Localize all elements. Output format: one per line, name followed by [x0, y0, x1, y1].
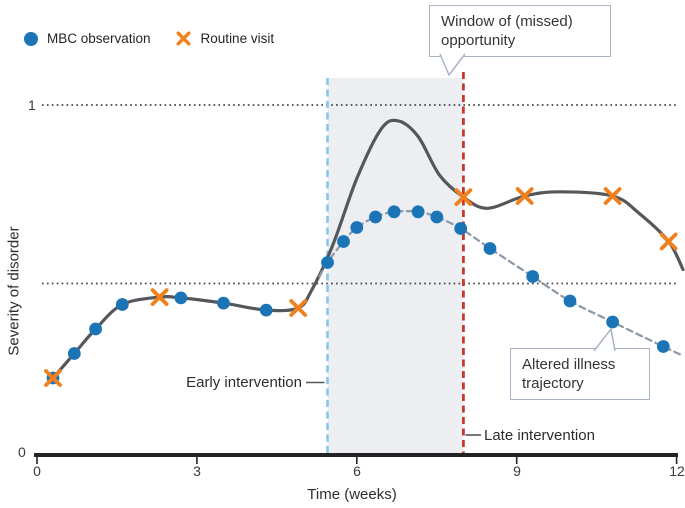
mbc-observation-point [454, 222, 468, 235]
routine-visit-point [454, 188, 473, 206]
x-tick-12: 12 [669, 463, 685, 479]
x-tick-0: 0 [33, 463, 41, 479]
series-solid-line [51, 118, 685, 380]
mbc-observation-point [430, 210, 444, 224]
x-tick-9: 9 [513, 463, 521, 479]
mbc-observation-point [563, 294, 577, 308]
mbc-observation-point [526, 270, 540, 283]
mbc-observation-point [387, 205, 401, 219]
window-of-missed-opportunity-callout: Window of (missed) opportunity [429, 5, 611, 76]
late-intervention-label: Late intervention [484, 427, 595, 444]
chart-legend: MBC observation Routine visit [24, 30, 274, 47]
window-region-shade [327, 78, 464, 455]
mbc-observation-point [217, 296, 230, 310]
early-intervention-label: Early intervention [186, 374, 302, 391]
y-tick-0: 0 [18, 444, 26, 460]
routine-visit-point [603, 187, 622, 205]
series-dashed-line [318, 209, 684, 357]
legend-item-mbc-observation: MBC observation [24, 31, 151, 46]
mbc-observation-point [46, 371, 60, 385]
legend-label-mbc: MBC observation [47, 31, 151, 46]
routine-visit-x-icon [176, 31, 191, 46]
altered-illness-trajectory-callout: Altered illness trajectory [510, 328, 650, 400]
mbc-observation-point [67, 347, 81, 360]
mbc-observation-point [411, 205, 425, 219]
window-callout-tail [439, 53, 466, 76]
mbc-observation-point [89, 322, 102, 336]
mbc-observation-point [369, 210, 382, 224]
window-callout-line2: opportunity [441, 32, 516, 49]
window-callout-line1: Window of (missed) [441, 13, 573, 30]
legend-label-routine: Routine visit [200, 31, 275, 46]
routine-visit-point [659, 232, 678, 251]
routine-visit-point [515, 187, 534, 205]
y-tick-1: 1 [28, 97, 36, 113]
routine-visit-point [289, 299, 308, 317]
mbc-observation-point [174, 291, 188, 305]
mbc-observation-dot-icon [24, 31, 38, 46]
mbc-observation-point [656, 340, 670, 353]
routine-visit-point [150, 288, 169, 306]
x-tick-3: 3 [193, 463, 201, 479]
routine-visit-point [44, 369, 62, 387]
mbc-observation-point [350, 221, 364, 234]
legend-item-routine-visit: Routine visit [175, 30, 275, 47]
altered-callout-line1: Altered illness [522, 356, 616, 373]
mbc-observation-point [259, 303, 273, 317]
mbc-observation-point [337, 235, 350, 248]
y-axis-title: Severity of disorder [5, 226, 23, 356]
x-axis-line [34, 453, 678, 457]
x-axis-title: Time (weeks) [307, 486, 397, 503]
mbc-observation-point [321, 256, 334, 269]
mbc-observation-point [483, 242, 497, 255]
mbc-observation-point [115, 298, 129, 311]
altered-callout-tail [593, 328, 616, 352]
altered-callout-line2: trajectory [522, 375, 584, 392]
x-tick-6: 6 [353, 463, 361, 479]
